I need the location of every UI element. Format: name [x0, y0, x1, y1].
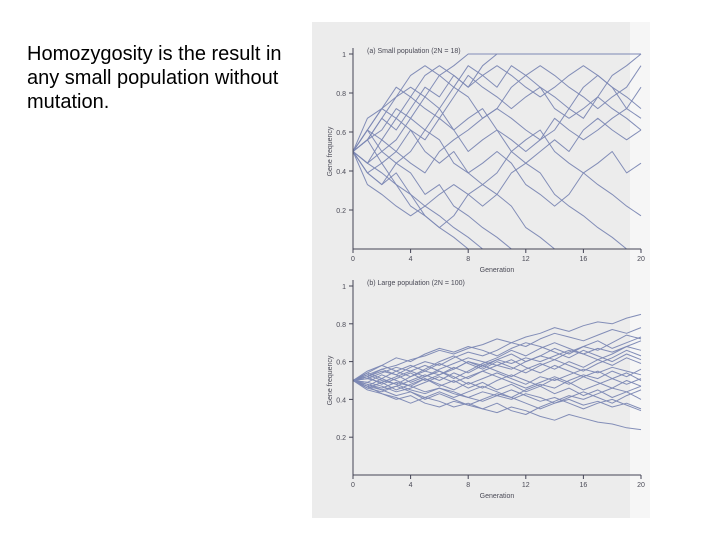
y-axis-label: Gene frequency	[327, 355, 334, 405]
y-tick-label: 0.6	[336, 130, 346, 137]
series-line-20	[352, 340, 642, 383]
ticks: 1 0.8 0.6 0.4 0.2 0 4 8 12 16 20	[336, 52, 645, 263]
y-tick-label: 0.2	[336, 435, 346, 442]
y-tick-label: 0.8	[336, 91, 346, 98]
axes	[352, 280, 641, 476]
slide-text: Homozygosity is the result in any small …	[27, 43, 282, 113]
x-tick-label: 16	[580, 482, 588, 489]
series-line-7	[352, 357, 642, 385]
series-line-13	[352, 129, 642, 229]
x-tick-label: 4	[409, 256, 413, 263]
series-line-5	[352, 74, 642, 152]
x-tick-label: 0	[351, 256, 355, 263]
x-axis-label: Generation	[480, 267, 515, 274]
series-line-11	[352, 129, 642, 217]
genetic-drift-charts: 1 0.8 0.6 0.4 0.2 0 4 8 12 16 20 (a) Small populat…	[312, 22, 650, 518]
chart-title: (b) Large population (2N = 100)	[367, 280, 465, 287]
x-tick-label: 4	[409, 482, 413, 489]
series-line-3	[352, 327, 642, 381]
series-line-10	[352, 65, 642, 152]
series-line-10	[352, 368, 642, 408]
y-tick-label: 0.4	[336, 169, 346, 176]
series-line-12	[352, 334, 642, 391]
series-line-3	[352, 53, 641, 152]
series-line-13	[352, 378, 642, 412]
x-tick-label: 8	[466, 482, 470, 489]
x-tick-label: 8	[466, 256, 470, 263]
series-line-12	[352, 96, 642, 164]
chart-small-population: 1 0.8 0.6 0.4 0.2 0 4 8 12 16 20 (a) Small populat…	[327, 48, 645, 274]
y-tick-label: 0.2	[336, 208, 346, 215]
series-line-16	[352, 366, 642, 385]
page-edge	[630, 22, 650, 518]
chart-large-population: 1 0.8 0.6 0.4 0.2 0 4 8 12 16 20 (b) Large populat…	[327, 280, 645, 500]
y-axis-label: Gene frequency	[327, 126, 334, 176]
y-tick-label: 1	[342, 52, 346, 59]
series-line-14	[352, 108, 642, 195]
series-line-9	[352, 342, 642, 381]
x-tick-label: 0	[351, 482, 355, 489]
y-tick-label: 0.8	[336, 322, 346, 329]
x-tick-label: 20	[637, 482, 645, 489]
series-lines	[352, 53, 642, 250]
series-lines	[352, 313, 642, 431]
x-tick-label: 12	[522, 482, 530, 489]
chart-title: (a) Small population (2N = 18)	[367, 48, 461, 55]
axes	[352, 48, 641, 250]
series-line-2	[352, 380, 642, 431]
ticks: 1 0.8 0.6 0.4 0.2 0 4 8 12 16 20	[336, 284, 645, 489]
y-tick-label: 1	[342, 284, 346, 291]
x-tick-label: 12	[522, 256, 530, 263]
series-line-18	[352, 349, 642, 381]
y-tick-label: 0.6	[336, 360, 346, 367]
x-axis-label: Generation	[480, 493, 515, 500]
series-line-1	[352, 313, 642, 381]
series-line-7	[352, 65, 642, 152]
genetic-drift-figure: 1 0.8 0.6 0.4 0.2 0 4 8 12 16 20 (a) Small populat…	[312, 22, 650, 518]
x-tick-label: 20	[637, 256, 645, 263]
series-line-19	[352, 380, 642, 410]
series-line-17	[352, 370, 642, 393]
x-tick-label: 16	[580, 256, 588, 263]
series-line-14	[352, 346, 642, 385]
series-line-15	[352, 53, 642, 152]
y-tick-label: 0.4	[336, 397, 346, 404]
series-line-8	[352, 374, 642, 391]
